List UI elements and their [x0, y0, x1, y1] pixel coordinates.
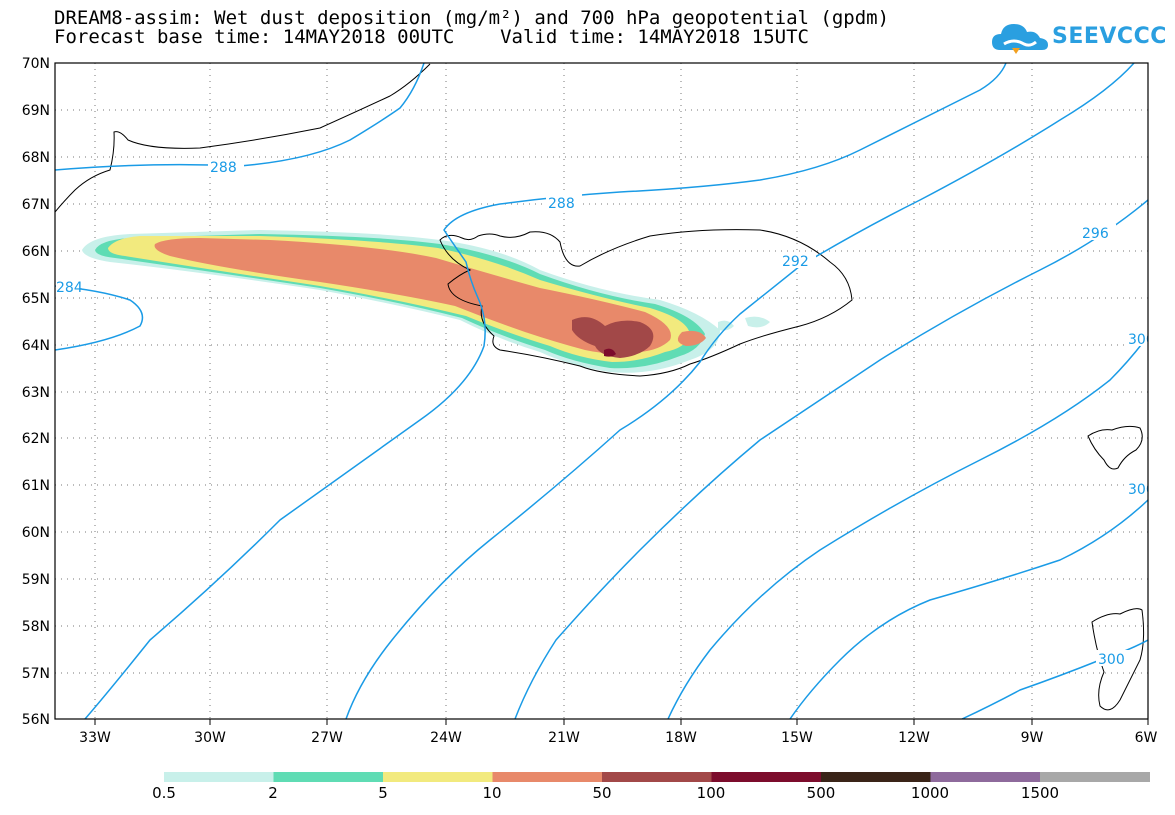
lon-label: 30W: [194, 730, 226, 746]
seevccc-logo: SEEVCCC: [990, 18, 1166, 58]
dust-deposition-plume: [82, 230, 770, 373]
map-title-line1: DREAM8-assim: Wet dust deposition (mg/m²…: [54, 7, 890, 29]
lon-label: 24W: [430, 730, 462, 746]
contour-labels: 288 288 292 296 284 300 300 300: [56, 158, 1155, 668]
lat-label: 63N: [22, 385, 50, 401]
colorbar-label: 1500: [1020, 784, 1060, 802]
colorbar-label: 0.5: [152, 784, 176, 802]
lat-label: 57N: [22, 666, 50, 682]
lat-label: 65N: [22, 291, 50, 307]
colorbar-label: 100: [696, 784, 726, 802]
colorbar-label: 10: [482, 784, 502, 802]
lat-label: 58N: [22, 619, 50, 635]
colorbar-label: 1000: [910, 784, 950, 802]
colorbar-segment: [1040, 772, 1150, 782]
geopotential-contours: [55, 63, 1148, 719]
lat-label: 70N: [22, 56, 50, 72]
colorbar-label: 2: [268, 784, 278, 802]
lat-label: 62N: [22, 431, 50, 447]
cloud-icon: [992, 24, 1048, 54]
lon-label: 12W: [898, 730, 930, 746]
map-title-line2: Forecast base time: 14MAY2018 00UTC Vali…: [54, 26, 809, 48]
colorbar-label: 50: [592, 784, 612, 802]
contour-label: 296: [1082, 226, 1109, 242]
colorbar-segment: [821, 772, 931, 782]
lon-label: 15W: [781, 730, 813, 746]
contour-label: 300: [1128, 332, 1155, 348]
contour-label: 284: [56, 280, 83, 296]
lat-label: 56N: [22, 712, 50, 728]
contour-label: 300: [1098, 652, 1125, 668]
lat-label: 67N: [22, 197, 50, 213]
lat-label: 60N: [22, 525, 50, 541]
latitude-labels: 70N 69N 68N 67N 66N 65N 64N 63N 62N 61N …: [22, 56, 50, 728]
longitude-labels: 33W 30W 27W 24W 21W 18W 15W 12W 9W 6W: [79, 730, 1157, 746]
lon-label: 6W: [1135, 730, 1158, 746]
colorbar-label: 5: [378, 784, 388, 802]
colorbar-label: 500: [806, 784, 836, 802]
lat-label: 68N: [22, 150, 50, 166]
map-frame: [54, 62, 1149, 720]
lat-label: 69N: [22, 103, 50, 119]
logo-text: SEEVCCC: [1052, 24, 1167, 49]
colorbar-segment: [273, 772, 384, 782]
colorbar-segment: [711, 772, 822, 782]
lon-label: 9W: [1021, 730, 1044, 746]
contour-label: 288: [210, 160, 237, 176]
lon-label: 18W: [665, 730, 697, 746]
colorbar: [164, 772, 1150, 782]
colorbar-segment: [930, 772, 1041, 782]
lon-label: 33W: [79, 730, 111, 746]
lon-label: 27W: [311, 730, 343, 746]
colorbar-segment: [602, 772, 712, 782]
contour-label: 288: [548, 196, 575, 212]
contour-label: 292: [782, 254, 809, 270]
axis-ticks: [94, 719, 1149, 725]
lat-label: 64N: [22, 338, 50, 354]
colorbar-segment: [164, 772, 274, 782]
lat-label: 61N: [22, 478, 50, 494]
colorbar-segment: [492, 772, 603, 782]
lon-label: 21W: [548, 730, 580, 746]
contour-label: 300: [1128, 482, 1155, 498]
colorbar-segment: [383, 772, 493, 782]
lat-label: 59N: [22, 572, 50, 588]
lat-label: 66N: [22, 244, 50, 260]
